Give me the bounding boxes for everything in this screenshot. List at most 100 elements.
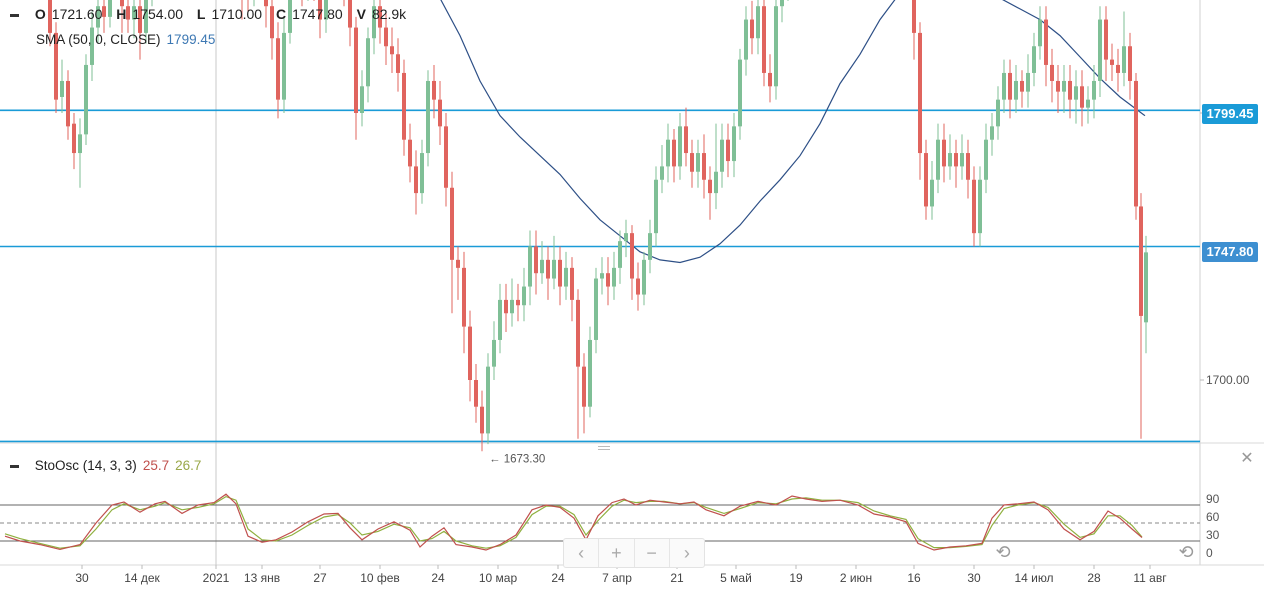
high-value: 1754.00 (132, 6, 184, 22)
candle-body (396, 54, 400, 73)
candle-body (540, 259, 544, 274)
oscillator-k-line (4, 493, 1143, 551)
candle-body (1044, 19, 1048, 65)
candle-body (132, 6, 136, 20)
candle-body (1116, 64, 1120, 73)
candle-body (1098, 19, 1102, 81)
candle-body (372, 6, 376, 39)
time-tick-label: 30 (75, 571, 89, 585)
time-tick-label: 27 (313, 571, 327, 585)
sma-line (440, 0, 1146, 264)
candle-body (138, 6, 142, 33)
candle-body (696, 153, 700, 172)
close-oscillator-icon[interactable]: ✕ (1240, 450, 1254, 467)
pane-resize-handle[interactable] (598, 446, 610, 447)
candle-body (354, 27, 358, 114)
candle-body (324, 0, 328, 20)
candle-body (1032, 46, 1036, 73)
candle-body (90, 27, 94, 65)
candle-body (450, 187, 454, 260)
candle-body (960, 153, 964, 167)
candle-body (1020, 80, 1024, 92)
oscillator-k-value: 25.7 (142, 458, 170, 473)
candle-body (384, 27, 388, 47)
candle-body (1026, 72, 1030, 92)
candle-body (954, 153, 958, 167)
candle-body (612, 267, 616, 287)
candle-body (1068, 80, 1072, 100)
candle-body (468, 326, 472, 380)
reset-scale-icon[interactable]: ⟲ (1178, 541, 1194, 562)
time-tick-label: 10 фев (360, 571, 400, 585)
volume-value: 82.9k (371, 6, 407, 22)
oscillator-d-value: 26.7 (175, 458, 202, 473)
candle-body (120, 0, 124, 7)
candle-body (948, 153, 952, 167)
candle-body (54, 32, 58, 100)
oscillator-tick-label: 30 (1206, 528, 1220, 542)
candle-body (936, 139, 940, 180)
scroll-left-button[interactable]: ‹ (564, 539, 600, 567)
zoom-out-button[interactable]: − (635, 539, 670, 567)
candle-body (408, 139, 412, 167)
candle-body (1038, 19, 1042, 47)
candle-body (726, 139, 730, 162)
candle-body (738, 59, 742, 127)
candle-body (270, 6, 274, 39)
time-tick-label: 11 авг (1133, 571, 1167, 585)
candle-body (1122, 46, 1126, 73)
candle-body (318, 0, 322, 20)
candle-body (522, 286, 526, 306)
candle-body (750, 19, 754, 39)
candle-body (1014, 80, 1018, 100)
candle-body (690, 153, 694, 172)
candle-body (576, 299, 580, 367)
candle-body (96, 6, 100, 28)
open-value: 1721.60 (51, 6, 103, 22)
candle-body (600, 273, 604, 279)
oscillator-tick-label: 60 (1206, 510, 1220, 524)
candle-body (1134, 80, 1138, 207)
candle-body (78, 134, 82, 154)
candle-body (990, 126, 994, 140)
high-label: H (116, 6, 127, 22)
oscillator-label: StoOsc (14, 3, 3) (34, 458, 137, 473)
candle-body (552, 259, 556, 279)
candle-body (462, 267, 466, 327)
candle-body (84, 64, 88, 135)
time-tick-label: 5 май (720, 571, 752, 585)
candle-body (774, 6, 778, 87)
sma-legend[interactable]: SMA (50, 0, CLOSE) 1799.45 (36, 32, 215, 47)
candle-body (654, 179, 658, 234)
candle-body (282, 32, 286, 100)
candle-body (732, 126, 736, 162)
candle-body (930, 179, 934, 207)
oscillator-minimize-icon[interactable] (10, 464, 19, 468)
candle-body (648, 233, 652, 260)
minimize-icon[interactable] (10, 13, 19, 17)
time-tick-label: 2 июн (840, 571, 872, 585)
candle-body (402, 72, 406, 140)
candle-body (510, 299, 514, 314)
pane-resize-handle[interactable] (598, 449, 610, 450)
candle-body (144, 0, 148, 33)
candle-body (66, 80, 70, 127)
candle-body (642, 259, 646, 295)
candle-body (678, 126, 682, 167)
navigation-toolbar: ‹ + − › (563, 538, 705, 568)
candle-body (606, 273, 610, 287)
scroll-right-button[interactable]: › (683, 542, 690, 563)
time-tick-label: 13 янв (244, 571, 280, 585)
oscillator-legend[interactable]: StoOsc (14, 3, 3) 25.7 26.7 (10, 458, 201, 473)
candle-body (498, 299, 502, 340)
reset-zoom-icon[interactable]: ⟲ (995, 541, 1011, 562)
candle-body (660, 166, 664, 180)
candle-body (1056, 80, 1060, 92)
time-tick-label: 2021 (203, 571, 230, 585)
zoom-in-button[interactable]: + (599, 539, 635, 567)
low-label: L (196, 6, 206, 22)
candle-body (942, 139, 946, 167)
candle-body (984, 139, 988, 180)
